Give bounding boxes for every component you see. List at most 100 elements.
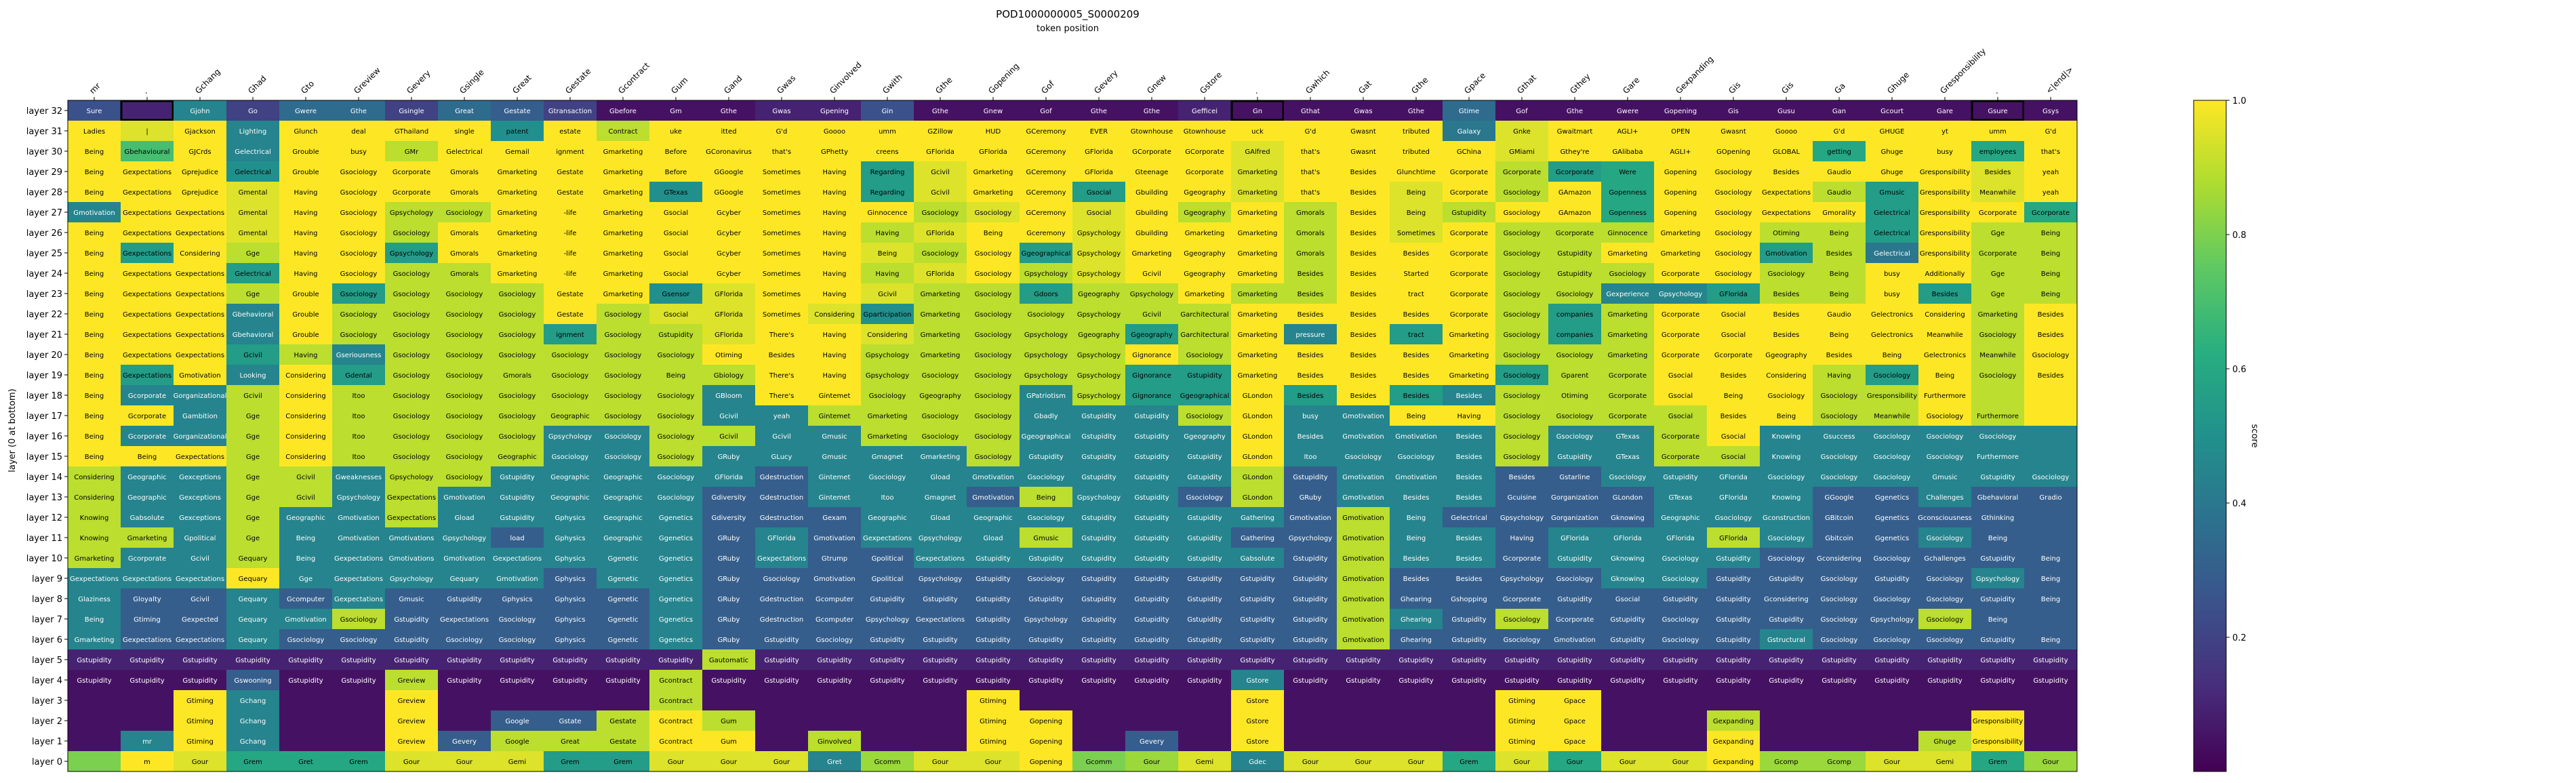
cell-label: patent (506, 128, 529, 136)
cell-label: Gstupidity (500, 474, 534, 481)
cell-label: Gstupidity (1134, 576, 1169, 583)
cell-label: Being (1037, 494, 1055, 502)
heatmap-cell (544, 365, 597, 386)
heatmap-cell (438, 304, 491, 325)
heatmap-cell (649, 283, 703, 304)
heatmap-cell (1443, 182, 1496, 203)
cell-label: Gmarketing (1238, 189, 1278, 197)
cell-label: Gequary (239, 596, 268, 603)
y-tick-label: layer 17 (26, 411, 62, 422)
cell-label: Gmarketing (1238, 311, 1278, 319)
cell-label: Gstupidity (923, 637, 957, 644)
heatmap-cell (491, 141, 544, 162)
cell-label: GTexas (1668, 494, 1692, 502)
x-tick-label: Ghuge (1885, 70, 1911, 96)
cell-label: Gpsychology (390, 209, 433, 217)
cell-label: Gstupidity (77, 657, 111, 664)
heatmap-cell (861, 365, 914, 386)
cell-label: Gsocial (664, 250, 688, 258)
heatmap-cell (1337, 182, 1390, 203)
heatmap-cell (1760, 100, 1813, 121)
cell-label: companies (1556, 332, 1593, 339)
heatmap-cell (1337, 710, 1390, 731)
cell-label: Besides (1350, 189, 1377, 197)
heatmap-cell (1707, 161, 1760, 182)
heatmap-cell (1072, 243, 1126, 264)
cell-label: Gexpectations (123, 576, 172, 583)
cell-label: Gbadly (1034, 413, 1058, 420)
heatmap-cell (597, 182, 650, 203)
cell-label: Gsociology (1186, 352, 1224, 359)
y-tick-label: layer 29 (26, 167, 62, 178)
cell-label: Gmarketing (1132, 250, 1172, 258)
cell-label: Gstupidity (1293, 474, 1327, 481)
cell-label: busy (350, 148, 367, 156)
heatmap-cell (702, 283, 756, 304)
cell-label: Gdiversity (712, 515, 746, 522)
cell-label: Gsociology (1715, 230, 1752, 237)
cell-label: Sometimes (763, 169, 801, 176)
heatmap-cell (1178, 222, 1232, 243)
cell-label: Gexpectations (387, 515, 436, 522)
cell-label: Gsociology (1768, 393, 1805, 400)
cell-label: Gsociology (1504, 433, 1541, 441)
cell-label: Grouble (292, 291, 319, 298)
cell-label: Having (822, 250, 846, 258)
heatmap-cell (2024, 161, 2078, 182)
heatmap-cell (226, 344, 280, 365)
cell-label: Gsociology (393, 230, 430, 237)
cell-label: yt (1941, 128, 1948, 136)
cell-label: Gge (246, 413, 260, 420)
heatmap-cell (385, 304, 439, 325)
heatmap-cell (1813, 141, 1866, 162)
cell-label: Gopening (1030, 759, 1062, 766)
cell-label: Gsociology (1028, 474, 1065, 481)
heatmap-cell (1918, 182, 1972, 203)
cell-label: Ggeography (1078, 291, 1120, 298)
heatmap-cell (226, 222, 280, 243)
cell-label: Being (1830, 270, 1849, 278)
cell-label: Gload (930, 474, 950, 481)
x-axis-title: token position (1037, 24, 1099, 34)
heatmap-cell (121, 283, 174, 304)
heatmap-cell (2024, 446, 2078, 467)
cell-label: GCeremony (1026, 128, 1066, 136)
cell-label: Gcivil (1142, 270, 1161, 278)
x-tick-label: Gchang (193, 67, 222, 96)
cell-label: Considering (285, 433, 326, 441)
heatmap-cell (967, 304, 1020, 325)
heatmap-cell (597, 324, 650, 345)
cell-label: Gsociology (340, 250, 378, 258)
heatmap-cell (1495, 202, 1549, 223)
cell-label: Gpsychology (1077, 352, 1121, 359)
cell-label: Gmarketing (603, 189, 643, 197)
cell-label: Gstupidity (1081, 596, 1116, 603)
cell-label: Gpsychology (1976, 576, 2019, 583)
cell-label: Gmarketing (973, 169, 1013, 176)
heatmap-cell (967, 161, 1020, 182)
heatmap-cell (1707, 324, 1760, 345)
y-tick-label: layer 24 (26, 269, 62, 279)
cell-label: Gstupidity (1081, 637, 1116, 644)
cell-label: Gmagnet (872, 454, 903, 461)
heatmap-cells: Sure Gjohn Go Gwere Gthe Gsingle Great Gestate G… (68, 100, 2078, 772)
cell-label: Gthey're (1561, 148, 1590, 156)
heatmap-cell (1548, 222, 1602, 243)
cell-label: Gsociology (1662, 555, 1699, 563)
cell-label: tract (1408, 332, 1424, 339)
cell-label: Gbefore (609, 108, 637, 115)
heatmap-cell (279, 324, 333, 345)
heatmap-cell (385, 100, 439, 121)
cell-label: Gcontract (659, 698, 692, 705)
cell-label: Gmarketing (1608, 250, 1648, 258)
cell-label: Gopening (1664, 189, 1697, 197)
cell-label: Grouble (292, 311, 319, 319)
cell-label: ignment (556, 332, 584, 339)
heatmap-cell (438, 202, 491, 223)
cell-label: Gnke (1513, 128, 1531, 136)
y-tick-label: layer 13 (26, 493, 62, 503)
heatmap-cell (649, 141, 703, 162)
cell-label: -life (564, 270, 577, 278)
cell-label: GCeremony (1026, 209, 1066, 217)
heatmap-cell (1760, 365, 1813, 386)
